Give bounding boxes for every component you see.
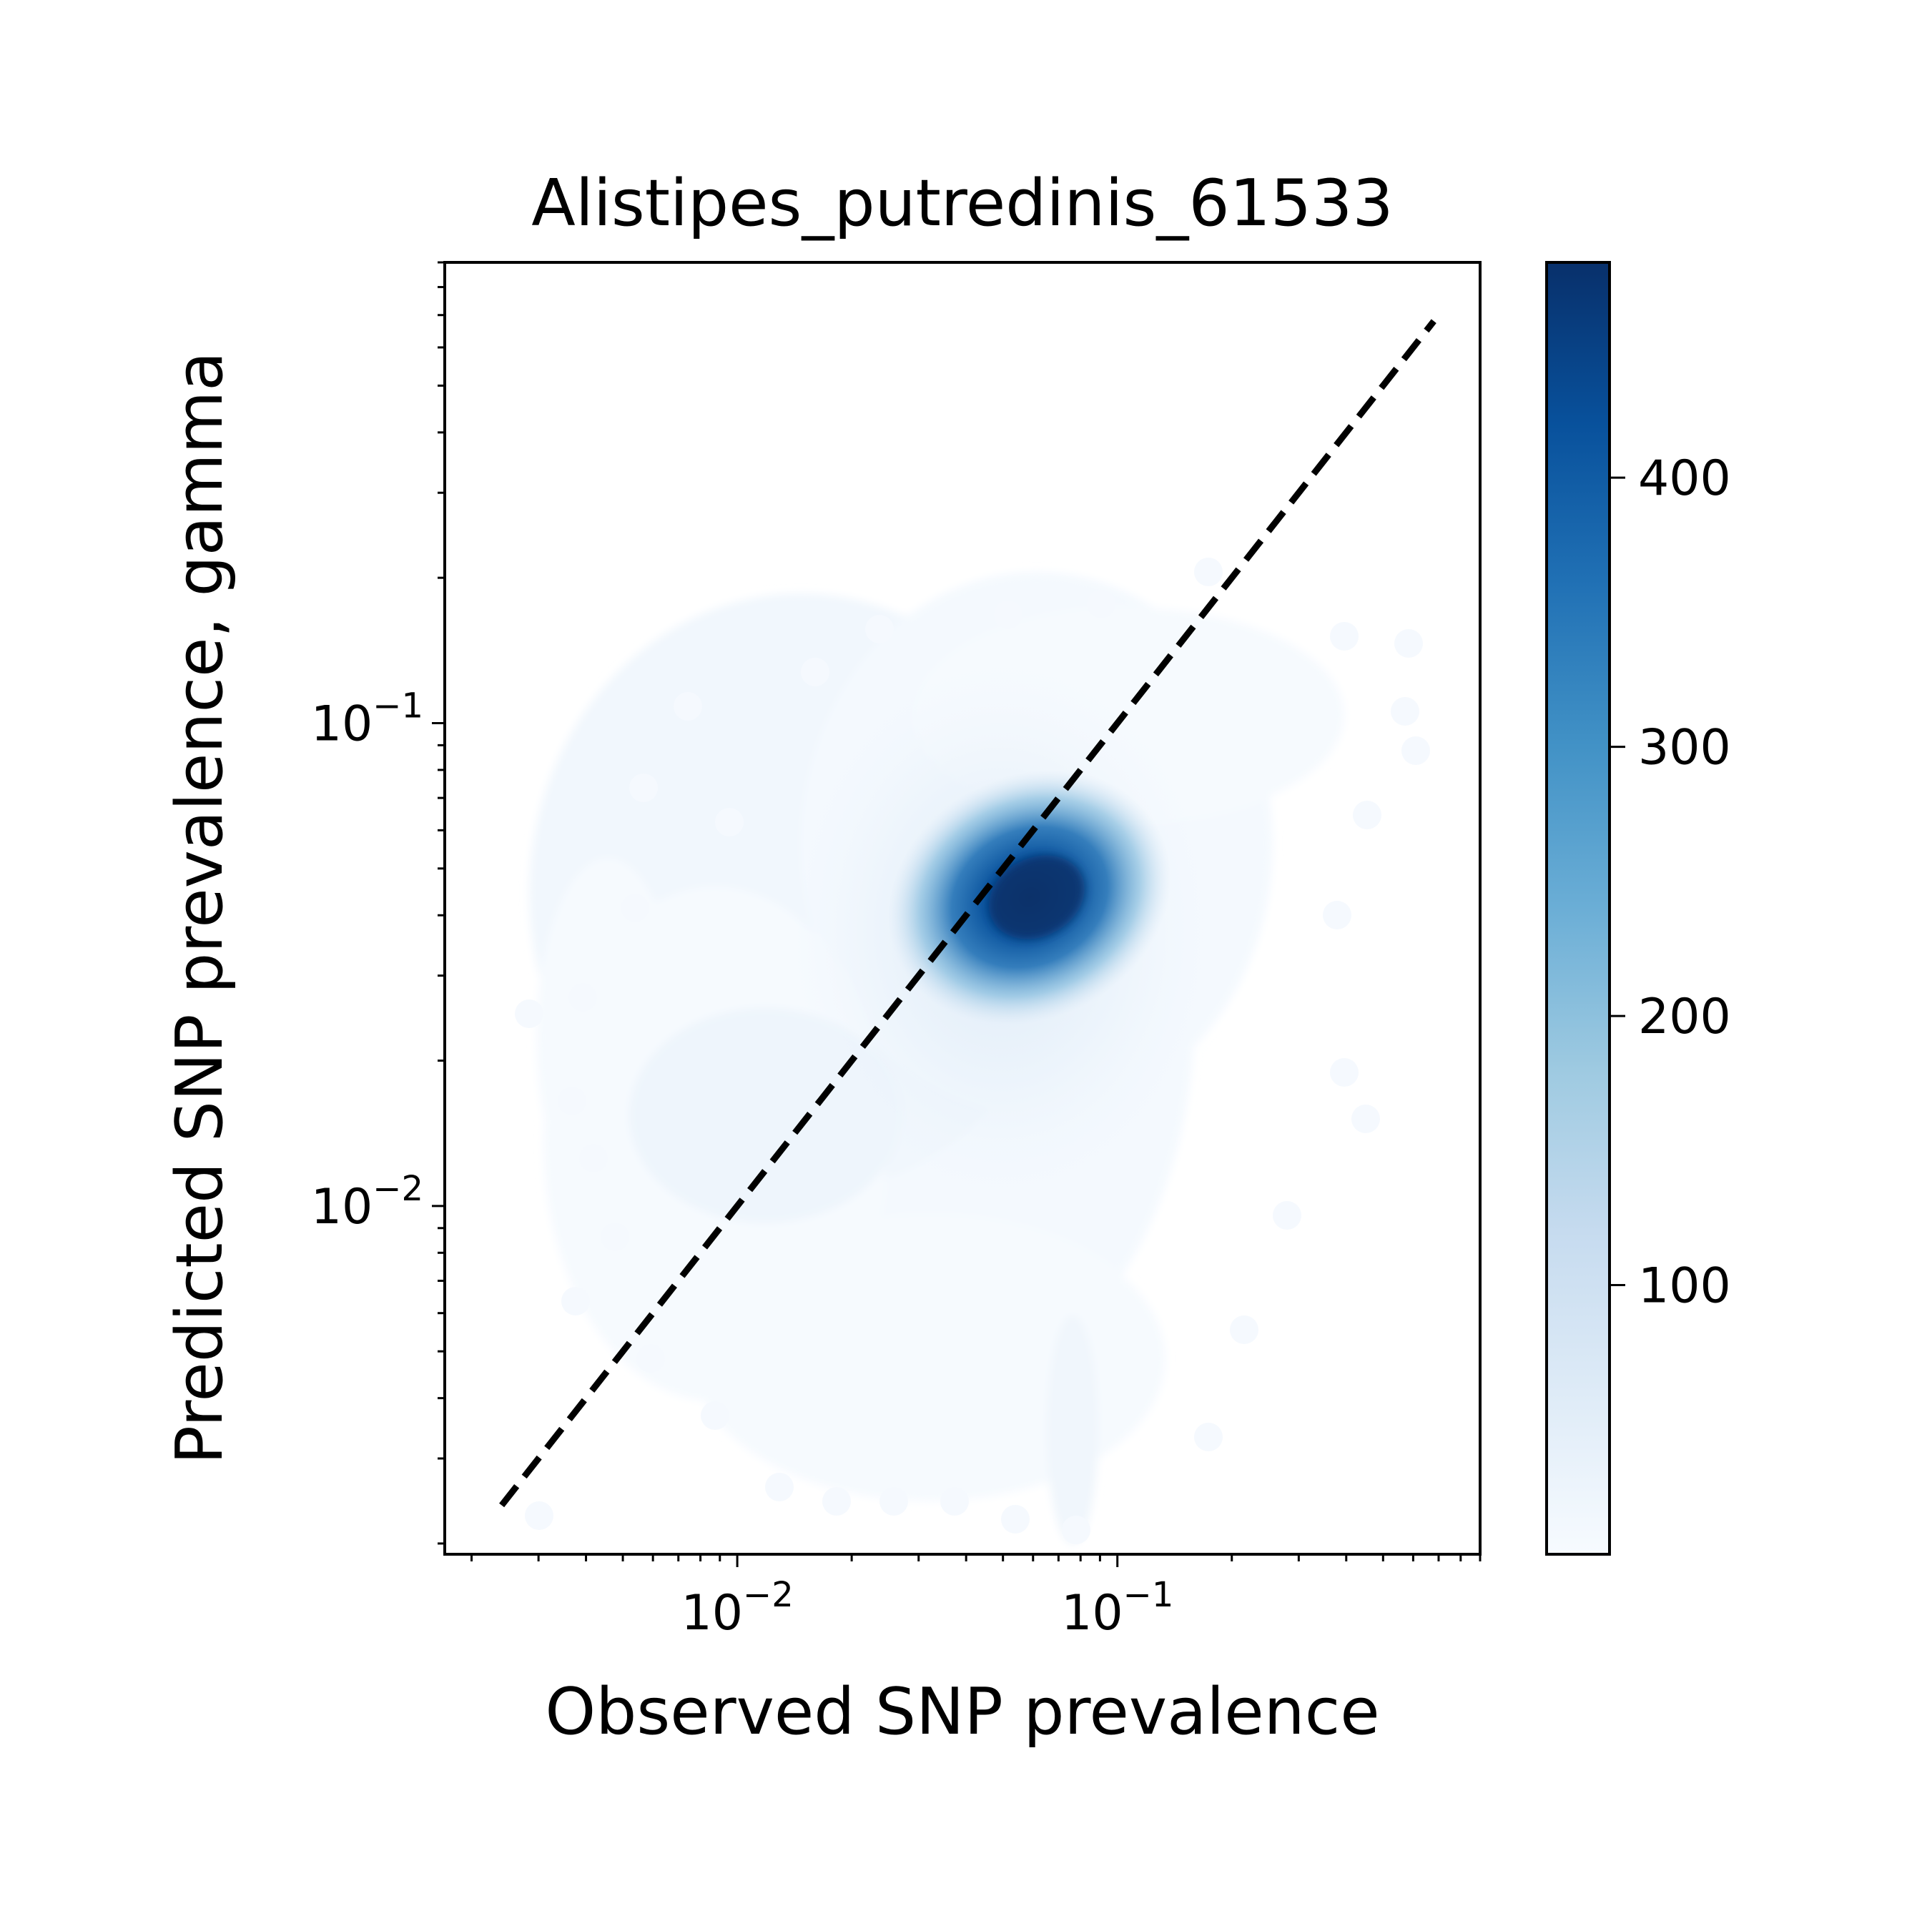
density-dot: [1391, 697, 1419, 726]
density-dot: [765, 1473, 794, 1501]
density-dot: [940, 1487, 969, 1516]
density-dot: [674, 692, 702, 721]
density-dot: [636, 1344, 665, 1373]
density-dot: [701, 1401, 729, 1430]
x-tick-exponent: −1: [1123, 1575, 1174, 1615]
density-dot: [1323, 901, 1351, 929]
x-tick-base: 10: [681, 1585, 743, 1641]
x-axis: 10−2 10−1: [470, 1554, 1482, 1641]
x-tick-label: 10−1: [1061, 1575, 1173, 1641]
y-tick-label: 10−1: [311, 686, 423, 752]
density-dot: [1353, 801, 1381, 829]
density-dots: [515, 558, 1430, 1544]
colorbar-frame: [1545, 261, 1611, 1556]
density-dot: [1273, 1201, 1301, 1230]
density-dot: [568, 983, 597, 1012]
y-axis-label: Predicted SNP prevalence, gamma: [162, 352, 237, 1465]
y-tick-label: 10−2: [311, 1169, 423, 1235]
y-tick-exponent: −2: [373, 1169, 423, 1209]
x-tick-label: 10−2: [681, 1575, 793, 1641]
chart-title: Alistipes_putredinis_61533: [531, 166, 1393, 241]
y-tick-base: 10: [311, 1179, 373, 1235]
density-dot: [558, 1087, 586, 1115]
colorbar-gradient: [1547, 262, 1610, 1554]
reference-line: [499, 319, 1436, 1508]
density-dot: [879, 1487, 908, 1516]
density-dot: [801, 658, 829, 686]
colorbar-ticks: 100 200 300 400: [1610, 450, 1731, 1315]
density-peak: [989, 855, 1085, 939]
y-tick-base: 10: [311, 696, 373, 752]
density-dot: [561, 1287, 590, 1315]
x-axis-label: Observed SNP prevalence: [545, 1674, 1379, 1749]
density-dot: [1394, 629, 1423, 658]
density-dot: [1087, 590, 1115, 618]
density-dot: [515, 999, 543, 1028]
x-tick-base: 10: [1061, 1585, 1123, 1641]
density-dot: [715, 808, 744, 836]
plot-area: [445, 262, 1480, 1554]
density-dot: [1330, 1058, 1359, 1087]
density-dot: [1230, 1315, 1258, 1344]
density-dot: [1194, 558, 1223, 586]
x-tick-exponent: −2: [743, 1575, 794, 1615]
density-dot: [629, 774, 658, 802]
density-dot: [1401, 736, 1430, 765]
y-axis: 10−210−1: [311, 261, 445, 1545]
density-dot: [994, 601, 1022, 629]
plot-frame: [443, 261, 1482, 1556]
density-dot: [525, 1501, 553, 1530]
density-dot: [1330, 622, 1359, 651]
colorbar-tick-label: 300: [1638, 720, 1731, 776]
density-dot: [579, 1144, 608, 1172]
density-dot: [1062, 1516, 1090, 1544]
density-dot: [1194, 1423, 1223, 1451]
density-dot: [621, 894, 649, 922]
density-dot: [1351, 1105, 1380, 1133]
colorbar-tick-label: 100: [1638, 1258, 1731, 1315]
colorbar-tick-label: 200: [1638, 989, 1731, 1045]
y-tick-exponent: −1: [373, 686, 423, 726]
density-dot: [1001, 1505, 1030, 1534]
density-dot: [865, 615, 894, 643]
colorbar-tick-label: 400: [1638, 450, 1731, 507]
density-dot: [822, 1487, 851, 1516]
colorbar: 100 200 300 400: [1545, 261, 1731, 1556]
density-dot: [601, 1223, 629, 1251]
